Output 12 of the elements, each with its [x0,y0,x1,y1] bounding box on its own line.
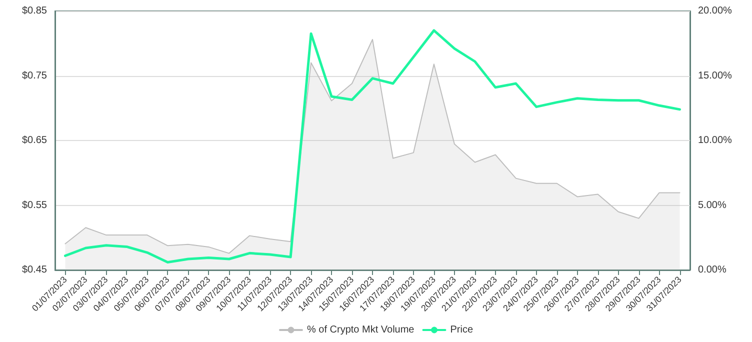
y-tick-label: $0.65 [22,135,48,146]
y-tick-label: $0.85 [22,6,48,16]
y2-tick-label: 5.00% [698,200,726,211]
y2-tick-label: 20.00% [698,6,732,16]
y-tick-label: $0.75 [22,70,48,82]
y-tick-label: $0.45 [22,264,48,276]
y2-tick-label: 0.00% [698,264,726,276]
legend-label: % of Crypto Mkt Volume [306,324,415,336]
legend-label: Price [450,324,474,336]
y2-tick-label: 15.00% [698,70,732,82]
y2-tick-label: 10.00% [698,135,732,146]
y-tick-label: $0.55 [22,200,48,211]
